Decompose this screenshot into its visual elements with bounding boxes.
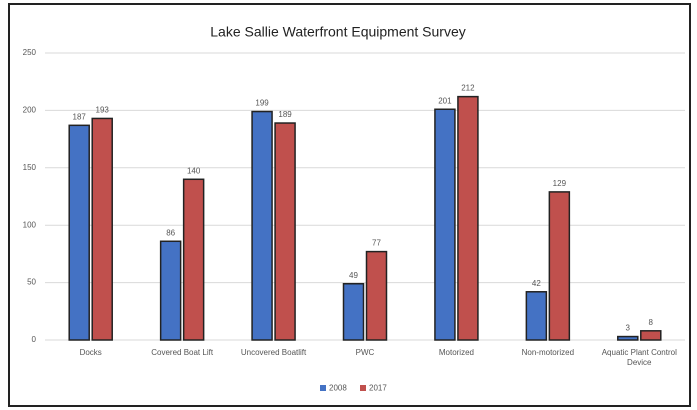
- data-label: 187: [73, 112, 87, 121]
- chart-title: Lake Sallie Waterfront Equipment Survey: [210, 24, 466, 40]
- bar: [525, 291, 548, 341]
- data-label: 86: [166, 228, 175, 237]
- bar: [617, 335, 639, 341]
- data-label: 77: [372, 239, 381, 248]
- bar: [91, 117, 113, 341]
- data-label: 129: [553, 179, 567, 188]
- bar: [640, 330, 662, 341]
- legend-swatch: [320, 385, 326, 391]
- bar: [274, 122, 296, 341]
- data-label: 3: [626, 324, 631, 333]
- bar: [434, 108, 456, 341]
- legend-label: 2017: [369, 384, 387, 393]
- data-label: 42: [532, 279, 541, 288]
- data-label: 212: [461, 84, 475, 93]
- bar: [251, 110, 273, 341]
- data-label: 201: [438, 96, 452, 105]
- y-tick-label: 250: [23, 48, 37, 57]
- y-tick-label: 0: [32, 335, 37, 344]
- data-label: 140: [187, 166, 201, 175]
- bar: [457, 95, 479, 341]
- data-label: 193: [96, 106, 110, 115]
- x-tick-label: Docks: [79, 348, 102, 357]
- bar: [182, 178, 205, 341]
- y-tick-label: 200: [23, 106, 37, 115]
- x-tick-label: Non-motorized: [521, 348, 575, 357]
- bar: [365, 250, 388, 341]
- x-tick-label: PWC: [355, 348, 375, 357]
- x-tick-label: Uncovered Boatlift: [240, 348, 307, 357]
- bar: [68, 124, 90, 341]
- x-tick-label: Covered Boat Lift: [151, 348, 214, 357]
- bar: [159, 240, 182, 341]
- data-label: 8: [649, 318, 654, 327]
- bar: [342, 282, 365, 341]
- bar: [548, 191, 571, 341]
- x-tick-label: Aquatic Plant Control Device: [601, 348, 677, 367]
- legend-swatch: [360, 385, 366, 391]
- y-tick-label: 100: [23, 220, 37, 229]
- x-tick-label: Motorized: [438, 348, 474, 357]
- y-tick-label: 50: [27, 278, 36, 287]
- y-tick-label: 150: [23, 163, 37, 172]
- legend-label: 2008: [329, 384, 347, 393]
- data-label: 199: [255, 99, 269, 108]
- data-label: 49: [349, 271, 358, 280]
- data-label: 189: [278, 110, 292, 119]
